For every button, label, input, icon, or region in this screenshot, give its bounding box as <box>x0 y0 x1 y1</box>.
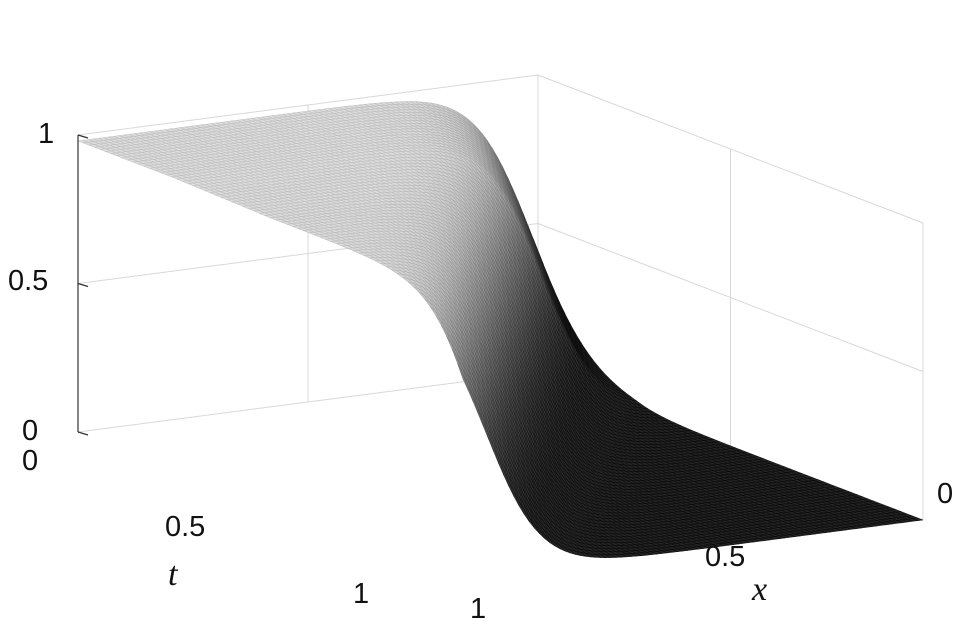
surface <box>77 101 924 558</box>
